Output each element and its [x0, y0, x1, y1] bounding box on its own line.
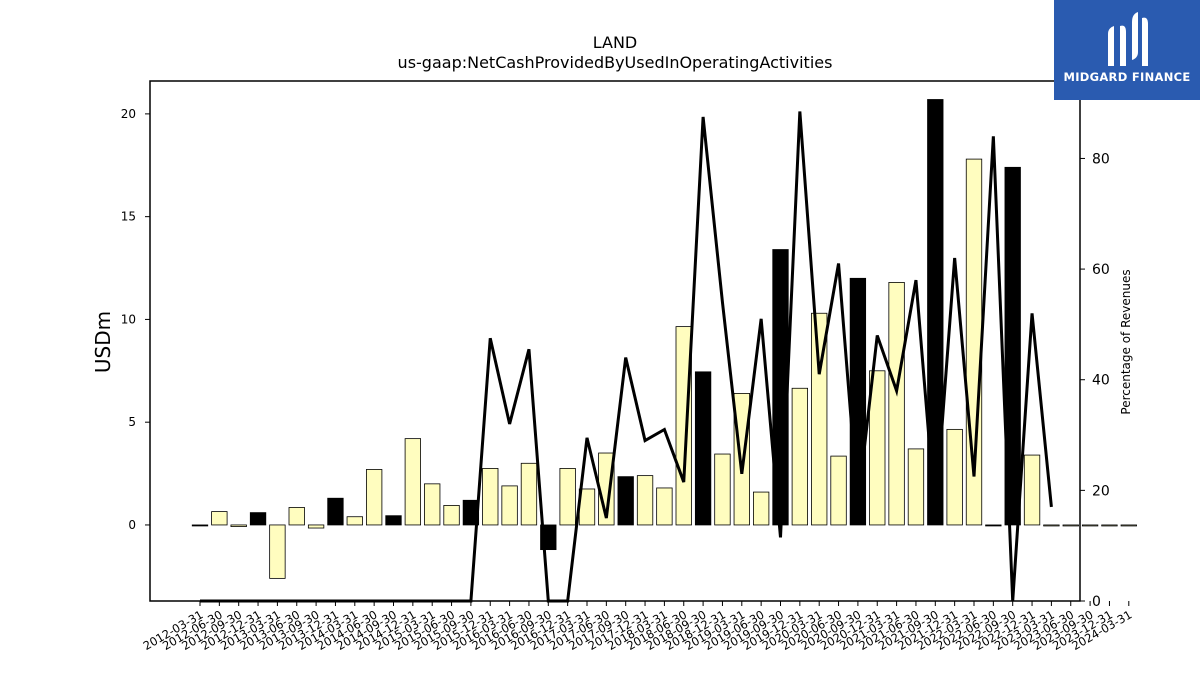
logo-mark-icon — [1108, 12, 1148, 67]
bar-series — [191, 99, 1137, 579]
bar — [385, 515, 402, 526]
bar — [830, 455, 847, 526]
bar — [888, 282, 905, 526]
bar — [927, 99, 944, 526]
bar — [1062, 524, 1079, 527]
bar — [636, 475, 654, 526]
bar — [1004, 166, 1021, 526]
bar — [869, 370, 886, 526]
chart-subtitle: us-gaap:NetCashProvidedByUsedInOperating… — [398, 53, 833, 72]
bar — [791, 387, 808, 526]
bar — [1023, 454, 1041, 526]
bar — [559, 468, 576, 526]
bar — [404, 438, 422, 526]
bar — [656, 487, 673, 526]
x-axis: 2012-03-312012-06-302012-09-302012-12-31… — [141, 601, 1134, 653]
y-tick-label: 20 — [121, 107, 136, 121]
right-axis: 0 20 40 60 80 — [1080, 151, 1110, 610]
bar — [811, 312, 828, 526]
bar — [230, 524, 247, 527]
bar — [753, 491, 770, 526]
bar — [1043, 524, 1060, 527]
bar — [346, 516, 363, 526]
bar — [1120, 524, 1137, 527]
bar — [443, 505, 460, 526]
plot-frame — [149, 80, 1081, 602]
bar — [211, 511, 228, 526]
bar — [424, 483, 441, 526]
bar — [365, 469, 383, 526]
bar — [307, 524, 325, 529]
chart-title: LAND — [593, 33, 638, 52]
line-path — [200, 111, 1053, 603]
y2-tick-label: 60 — [1092, 262, 1110, 278]
y2-axis-label: Percentage of Revenues — [1119, 269, 1133, 414]
bar — [482, 468, 499, 526]
bar — [501, 485, 518, 526]
y-tick-label: 10 — [121, 312, 136, 326]
y-tick-label: 5 — [128, 415, 136, 429]
midgard-finance-logo: MIDGARD FINANCE — [1054, 0, 1200, 100]
y2-tick-label: 80 — [1092, 151, 1110, 167]
bar — [946, 428, 963, 526]
logo-text: MIDGARD FINANCE — [1063, 70, 1191, 84]
bar — [269, 524, 286, 579]
line-series — [200, 111, 1053, 603]
bar — [327, 497, 344, 526]
bar — [714, 453, 731, 526]
bar — [288, 507, 305, 526]
y-tick-label: 15 — [121, 210, 136, 224]
bar — [1101, 524, 1118, 527]
bar — [520, 462, 538, 526]
bar — [985, 524, 1002, 527]
bar — [249, 512, 267, 526]
left-axis: 0 5 10 15 20 — [121, 107, 150, 532]
y2-tick-label: 0 — [1092, 594, 1101, 610]
y-axis-label: USDm — [91, 311, 115, 373]
bar — [694, 371, 712, 526]
bar — [617, 476, 634, 526]
y2-tick-label: 20 — [1092, 483, 1110, 499]
bar — [907, 448, 925, 526]
y2-tick-label: 40 — [1092, 373, 1110, 389]
bar — [1081, 524, 1099, 527]
bar — [191, 524, 209, 527]
y-tick-label: 0 — [128, 518, 136, 532]
